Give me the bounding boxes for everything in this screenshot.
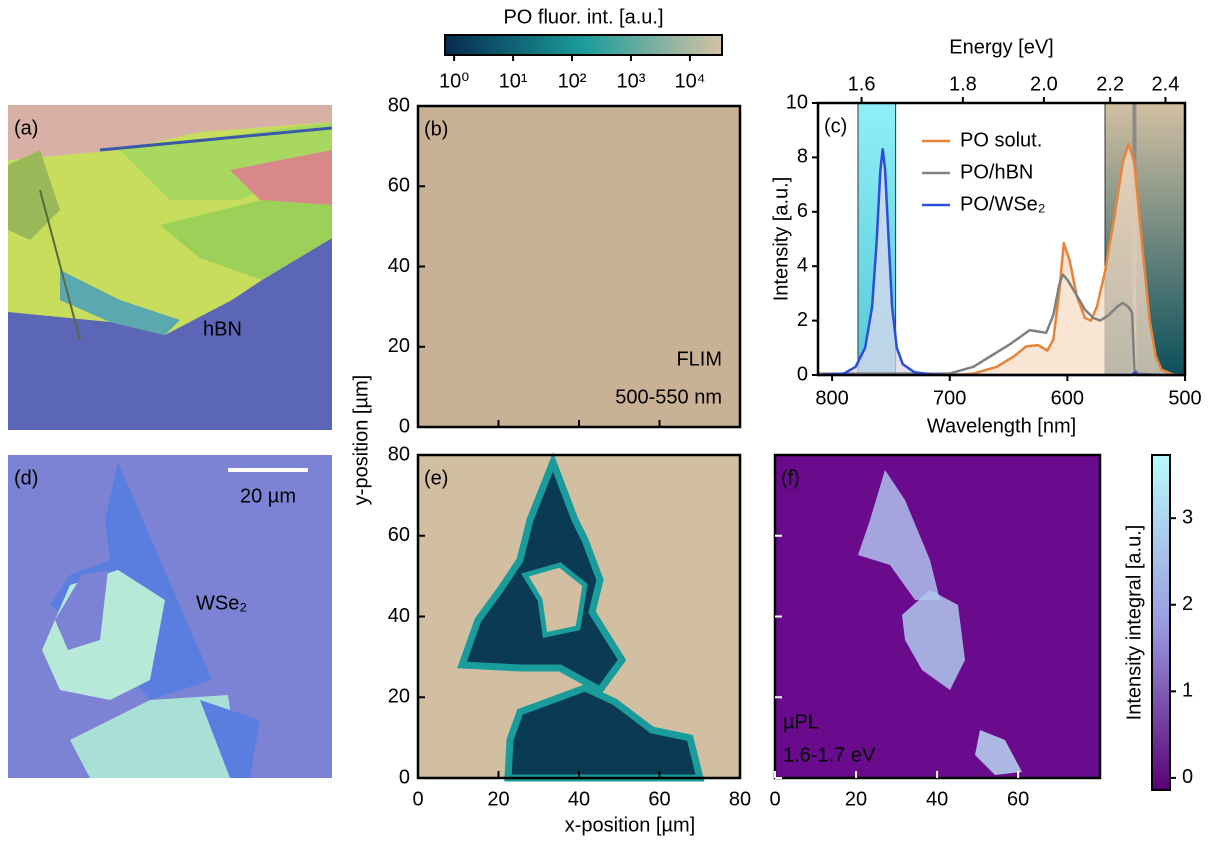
panel-label: (e)	[424, 467, 448, 489]
y-tick-label: 40	[388, 255, 410, 277]
colorbar-tick-label: 10⁴	[675, 70, 706, 92]
uncovered-region	[521, 562, 588, 639]
panel-label: (c)	[824, 115, 847, 137]
y-tick-label: 2	[797, 309, 808, 331]
colorbar-tick-label: 10⁰	[439, 70, 469, 92]
y-tick-label: 60	[388, 524, 410, 546]
x-tick-label: 80	[729, 788, 751, 810]
flake	[70, 695, 240, 778]
y-tick-label: 60	[388, 175, 410, 197]
colorbar-tick-label: 10³	[617, 70, 646, 92]
colorbar-tick-label: 3	[1182, 506, 1193, 528]
x2-tick-label: 2.4	[1152, 73, 1180, 95]
x-tick-label: 600	[1051, 387, 1084, 409]
y-tick-label: 20	[388, 686, 410, 708]
annotation: 1.6-1.7 eV	[783, 744, 876, 766]
y-tick-label: 4	[797, 254, 808, 276]
emission-region	[975, 730, 1022, 775]
colorbar-label: PO fluor. int. [a.u.]	[503, 6, 663, 28]
y-tick-label: 8	[797, 146, 808, 168]
x-tick-label: 0	[412, 788, 423, 810]
colorbar-label: Intensity integral [a.u.]	[1123, 525, 1145, 721]
colorbar-tick-label: 0	[1182, 766, 1193, 788]
edge	[39, 189, 81, 341]
colorbar-tick-label: 1	[1182, 680, 1193, 702]
series-line	[818, 273, 1185, 377]
colorbar-tick-label: 10²	[558, 70, 587, 92]
colorbar	[444, 34, 723, 56]
y-tick-label: 0	[399, 766, 410, 788]
flake	[60, 270, 180, 335]
panel-label: (f)	[781, 467, 800, 489]
map-background	[418, 106, 740, 427]
colorbar-tick-label: 10¹	[499, 70, 528, 92]
flake	[160, 200, 332, 280]
annotation: WSe₂	[196, 592, 247, 614]
series-line	[818, 142, 1186, 377]
x-tick-label: 40	[926, 788, 948, 810]
x-tick-label: 60	[648, 788, 670, 810]
colorbar	[1151, 454, 1171, 791]
x-tick-label: 20	[845, 788, 867, 810]
y-tick-label: 40	[388, 605, 410, 627]
x-axis-label: x-position [µm]	[565, 814, 695, 836]
panel-label: (b)	[424, 118, 448, 140]
x2-axis-label: Energy [eV]	[949, 36, 1054, 58]
y-tick-label: 0	[399, 415, 410, 437]
flake	[8, 105, 332, 160]
x-tick-label: 40	[568, 788, 590, 810]
emission-region	[902, 590, 965, 690]
emission-region	[858, 470, 940, 600]
y-tick-label: 6	[797, 200, 808, 222]
x-tick-label: 60	[1007, 788, 1029, 810]
panel-label: (a)	[14, 117, 38, 139]
hole	[55, 570, 108, 650]
y-axis-label: y-position [µm]	[350, 375, 372, 505]
panel-label: (d)	[14, 467, 38, 489]
annotation: FLIM	[676, 348, 722, 370]
legend-label: PO solut.	[960, 129, 1042, 151]
x-tick-label: 800	[815, 387, 848, 409]
y-axis-label: Intensity [a.u.]	[770, 177, 792, 302]
plot-frame	[816, 101, 1187, 377]
x2-tick-label: 1.8	[949, 73, 977, 95]
colorbar-tick-label: 2	[1182, 593, 1193, 615]
x-tick-label: 20	[487, 788, 509, 810]
annotation: hBN	[203, 318, 242, 340]
x2-tick-label: 2.0	[1030, 73, 1058, 95]
flake	[230, 150, 332, 205]
legend-label: PO/WSe₂	[960, 193, 1046, 215]
y-tick-label: 20	[388, 335, 410, 357]
x2-tick-label: 1.6	[848, 73, 876, 95]
y-tick-label: 80	[388, 443, 410, 465]
x-tick-label: 0	[769, 788, 780, 810]
y-tick-label: 0	[797, 363, 808, 385]
decoration-layer	[8, 105, 1022, 782]
x-axis-label: Wavelength [nm]	[927, 415, 1076, 437]
flake	[200, 700, 260, 778]
legend-label: PO/hBN	[960, 161, 1033, 183]
x-tick-label: 700	[933, 387, 966, 409]
y-tick-label: 80	[388, 94, 410, 116]
x-tick-label: 500	[1168, 387, 1201, 409]
annotation: 500-550 nm	[615, 386, 722, 408]
annotation: 20 µm	[240, 485, 296, 507]
x2-tick-label: 2.2	[1096, 73, 1124, 95]
edge	[99, 126, 333, 152]
y-tick-label: 10	[786, 91, 808, 113]
annotation: µPL	[783, 711, 819, 733]
